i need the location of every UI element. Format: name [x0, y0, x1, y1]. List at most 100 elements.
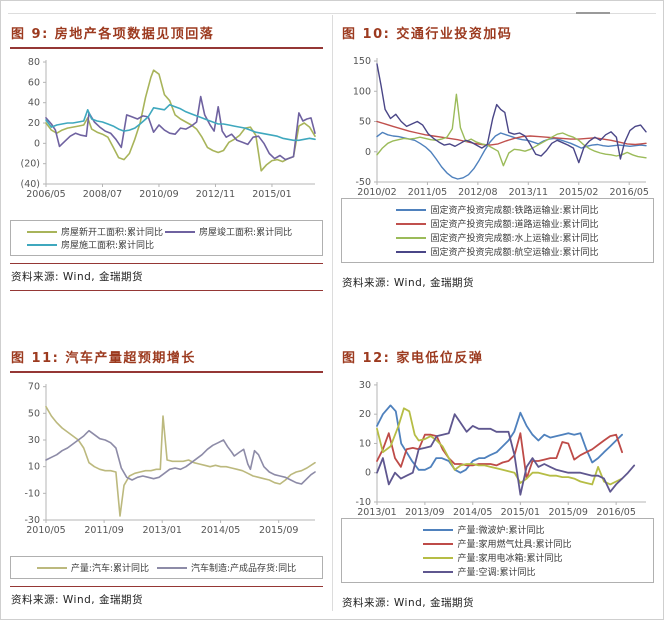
svg-text:2014/05: 2014/05	[201, 525, 240, 536]
legend-swatch-line	[396, 250, 427, 253]
figure-12-title: 图 12: 家电低位反弹	[342, 351, 484, 366]
legend-swatch-line	[396, 236, 427, 239]
legend-swatch-line	[423, 556, 454, 559]
series-line	[376, 404, 624, 474]
legend-item: 固定资产投资完成额:铁路运输业:累计同比	[396, 203, 599, 216]
legend-item: 产量:汽车:累计同比	[36, 561, 149, 574]
svg-text:50: 50	[28, 408, 40, 419]
legend-label: 固定资产投资完成额:道路运输业:累计同比	[430, 220, 599, 230]
series-line	[45, 429, 316, 485]
svg-text:100: 100	[353, 86, 371, 97]
svg-text:-50: -50	[355, 177, 371, 188]
legend-label: 固定资产投资完成额:铁路运输业:累计同比	[430, 206, 599, 216]
legend-item: 汽车制造:产成品存货:同比	[157, 561, 296, 574]
svg-text:60: 60	[28, 77, 40, 88]
series-line	[376, 131, 647, 180]
legend-swatch-line	[396, 208, 427, 211]
series-line	[45, 95, 316, 161]
legend-item: 房屋施工面积:累计同比	[27, 238, 163, 251]
svg-text:30: 30	[359, 380, 371, 391]
title-rule	[10, 47, 323, 49]
figure-9-panel: 图 9: 房地产各项数据见顶回落 80 60 40 20 0 (20) (40) 2006/0…	[8, 17, 325, 291]
figure-11-title: 图 11: 汽车产量超预期增长	[11, 351, 196, 366]
svg-text:50: 50	[359, 117, 371, 128]
svg-text:40: 40	[28, 98, 40, 109]
svg-text:150: 150	[353, 56, 371, 67]
legend-label: 汽车制造:产成品存货:同比	[191, 564, 297, 574]
legend-item: 产量:家用电冰箱:累计同比	[423, 551, 563, 564]
figure-10-panel: 图 10: 交通行业投资加码 150 100 50 0 -50 2010/02 2011/0…	[339, 17, 656, 291]
svg-text:2011/09: 2011/09	[84, 525, 123, 536]
svg-text:2010/05: 2010/05	[26, 525, 65, 536]
legend-swatch-line	[423, 570, 454, 573]
svg-text:2015/09: 2015/09	[549, 507, 588, 518]
figure-grid: 图 9: 房地产各项数据见顶回落 80 60 40 20 0 (20) (40) 2006/0…	[8, 17, 656, 613]
source-rule-top	[10, 586, 323, 587]
legend-item: 产量:家用燃气灶具:累计同比	[423, 537, 572, 550]
series-line	[376, 63, 647, 164]
svg-text:2016/05: 2016/05	[609, 187, 648, 198]
figure-11-panel: 图 11: 汽车产量超预期增长 70 50 30 10 -10 -30 2010/05 201…	[8, 341, 325, 613]
figure-12-source: 资料来源: Wind, 金瑞期货	[342, 597, 474, 609]
svg-text:-30: -30	[24, 515, 40, 526]
svg-text:10: 10	[359, 438, 371, 449]
legend-swatch-line	[36, 566, 67, 569]
svg-text:10: 10	[28, 462, 40, 473]
series-line	[376, 120, 647, 146]
svg-text:70: 70	[28, 382, 40, 393]
svg-text:20: 20	[28, 118, 40, 129]
svg-text:0: 0	[34, 138, 40, 149]
legend-label: 固定资产投资完成额:航空运输业:累计同比	[430, 248, 599, 258]
figure-10-title: 图 10: 交通行业投资加码	[342, 27, 513, 42]
legend-label: 房屋施工面积:累计同比	[61, 241, 155, 251]
svg-text:2006/05: 2006/05	[26, 189, 65, 200]
svg-text:2013/01: 2013/01	[357, 507, 396, 518]
legend-swatch-line	[396, 222, 427, 225]
title-rule	[10, 371, 323, 373]
svg-text:2014/05: 2014/05	[453, 507, 492, 518]
svg-text:30: 30	[28, 435, 40, 446]
series-line	[376, 93, 647, 167]
figure-9-source: 资料来源: Wind, 金瑞期货	[11, 271, 143, 283]
legend-item: 产量:空调:累计同比	[423, 565, 536, 578]
top-rule-dash	[576, 12, 610, 14]
svg-text:2012/11: 2012/11	[196, 189, 235, 200]
legend-label: 产量:家用电冰箱:累计同比	[457, 554, 563, 564]
svg-text:20: 20	[359, 409, 371, 420]
svg-text:0: 0	[365, 147, 371, 158]
figure-12-chart: 30 20 10 0 -10 2013/01 2013/09 2014/05 2015/01 20…	[341, 376, 654, 518]
legend-item: 固定资产投资完成额:水上运输业:累计同比	[396, 231, 599, 244]
source-rule-bottom	[10, 290, 323, 291]
svg-text:2013/09: 2013/09	[405, 507, 444, 518]
svg-text:2012/08: 2012/08	[458, 187, 497, 198]
figure-10-source: 资料来源: Wind, 金瑞期货	[342, 277, 474, 289]
legend-item: 房屋新开工面积:累计同比	[27, 225, 163, 238]
legend-swatch-line	[27, 243, 57, 246]
figure-10-legend: 固定资产投资完成额:铁路运输业:累计同比 固定资产投资完成额:道路运输业:累计同比…	[341, 198, 654, 263]
figure-11-legend: 产量:汽车:累计同比 汽车制造:产成品存货:同比	[10, 556, 323, 579]
legend-swatch-line	[423, 542, 454, 545]
svg-text:2008/07: 2008/07	[83, 189, 122, 200]
figure-9-title: 图 9: 房地产各项数据见顶回落	[11, 27, 215, 42]
legend-item: 固定资产投资完成额:航空运输业:累计同比	[396, 245, 599, 258]
svg-text:2011/05: 2011/05	[408, 187, 447, 198]
page-top-rule	[8, 12, 656, 14]
legend-label: 房屋竣工面积:累计同比	[199, 228, 293, 238]
series-line	[45, 69, 316, 172]
figure-11-chart: 70 50 30 10 -10 -30 2010/05 2011/09 2013/01 2014/…	[10, 378, 323, 536]
series-line	[376, 407, 624, 486]
legend-swatch-line	[27, 230, 57, 233]
svg-text:2015/01: 2015/01	[252, 189, 291, 200]
svg-text:2015/02: 2015/02	[559, 187, 598, 198]
svg-text:(20): (20)	[20, 159, 40, 170]
svg-text:-10: -10	[24, 488, 40, 499]
series-line	[376, 432, 624, 480]
svg-text:2016/05: 2016/05	[596, 507, 635, 518]
svg-text:2015/01: 2015/01	[501, 507, 540, 518]
legend-swatch-line	[157, 566, 187, 569]
legend-label: 产量:汽车:累计同比	[70, 564, 149, 574]
svg-text:-10: -10	[355, 497, 371, 508]
